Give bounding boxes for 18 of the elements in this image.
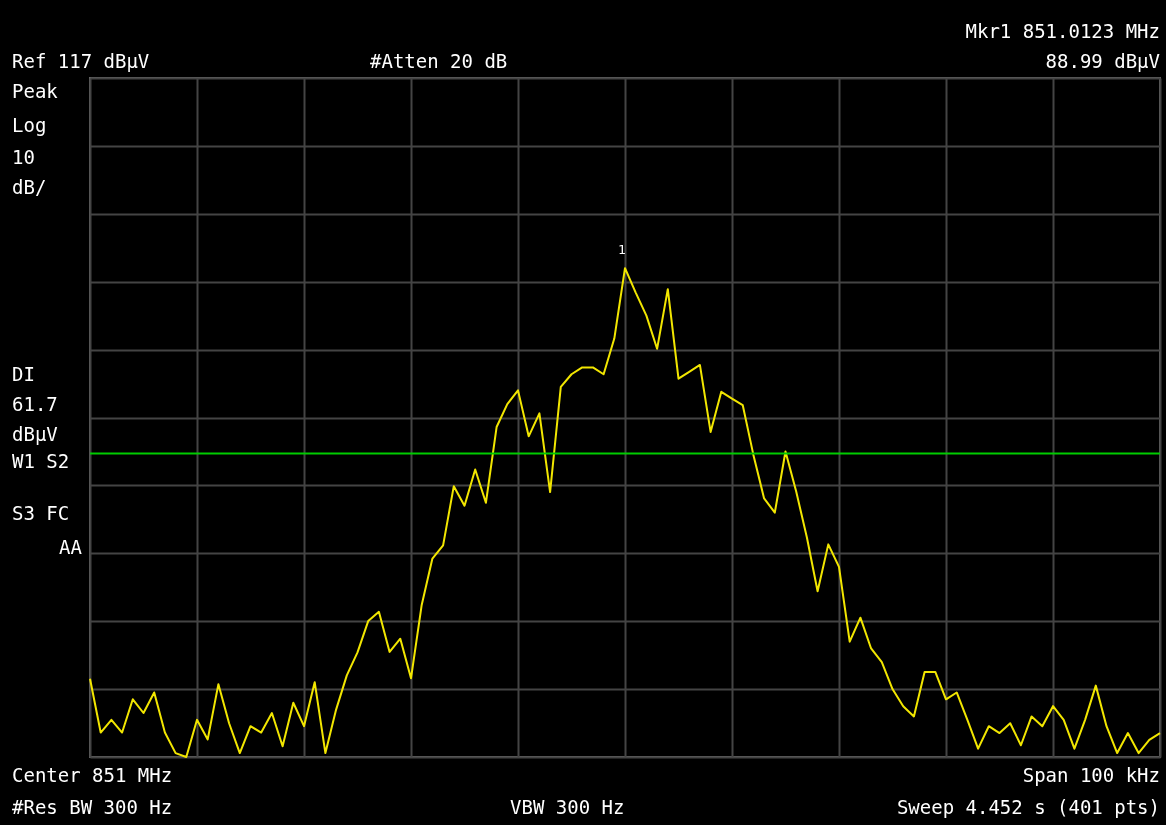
- text: 88.99 dBµV: [1045, 50, 1160, 72]
- text: #Res BW 300 Hz: [12, 796, 173, 818]
- text: 10: [12, 146, 35, 168]
- text: #Atten 20 dB: [370, 50, 508, 72]
- text: Center 851 MHz: [12, 764, 173, 786]
- text: Log: [12, 114, 47, 136]
- ref-line-label: DI 61.7 dBµV: [12, 363, 58, 446]
- text: Ref 117 dBµV: [12, 50, 150, 72]
- text: W1 S2: [12, 450, 70, 472]
- text: Sweep 4.452 s (401 pts): [896, 796, 1160, 818]
- text: AA: [59, 536, 83, 558]
- text: VBW 300 Hz: [510, 796, 625, 818]
- text: dB/: [12, 176, 47, 198]
- text: 1: [618, 242, 626, 257]
- text: Span 100 kHz: [1022, 764, 1160, 786]
- text: Mkr1 851.0123 MHz: [965, 20, 1160, 42]
- text: Peak: [12, 80, 59, 102]
- text: S3 FC: [12, 502, 70, 524]
